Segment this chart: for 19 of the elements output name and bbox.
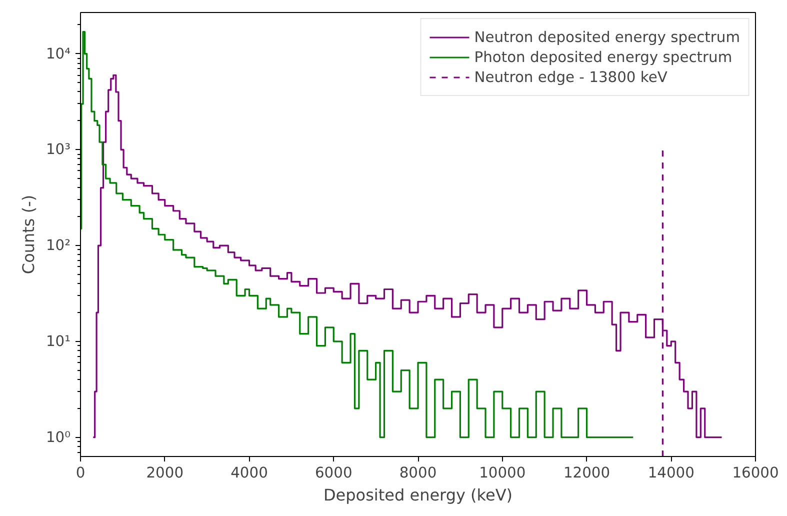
y-tick-label: 10¹ [46,332,71,350]
x-axis-title: Deposited energy (keV) [323,486,513,504]
legend-label: Neutron edge - 13800 keV [474,68,668,86]
y-tick-label: 10⁴ [46,45,71,62]
x-tick-label: 0 [76,464,86,482]
x-tick-label: 4000 [230,464,268,482]
x-tick-label: 8000 [399,464,437,482]
y-axis-title: Counts (-) [18,194,38,274]
y-tick-label: 10² [46,237,71,254]
x-tick-label: 16000 [732,464,779,482]
x-tick-label: 6000 [314,464,352,482]
legend-label: Neutron deposited energy spectrum [474,28,740,46]
y-tick-label: 10³ [46,141,71,158]
x-tick-label: 10000 [479,464,526,482]
x-tick-label: 12000 [563,464,610,482]
x-tick-label: 2000 [146,464,184,482]
y-tick-label: 10⁰ [46,428,71,446]
x-tick-label: 14000 [648,464,694,482]
legend-label: Photon deposited energy spectrum [474,48,732,66]
